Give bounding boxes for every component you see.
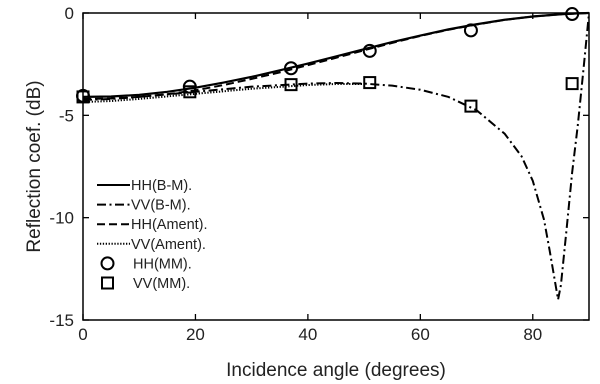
plot-frame (82, 12, 590, 321)
data-point-vv-mm (363, 76, 377, 90)
data-point-vv-mm (183, 85, 197, 99)
series-layer (76, 7, 590, 300)
x-tick-label: 20 (186, 325, 205, 344)
legend-label-hh-mm: HH(MM). (133, 256, 192, 272)
x-tick-label: 40 (298, 325, 317, 344)
ticks-layer: 0 20 40 60 80 0 -5 -10 -15 (49, 4, 589, 344)
series-line-hh-b-m (82, 11, 590, 99)
legend-label-hh-b-m: HH(B-M). (131, 178, 192, 194)
y-tick-label: -10 (49, 209, 74, 228)
data-point-hh-mm (362, 43, 377, 58)
data-point-hh-mm (463, 23, 478, 38)
series-line-vv-b-m (82, 12, 590, 300)
y-tick-label: -15 (49, 311, 74, 330)
legend-swatch-hh-mm (100, 256, 115, 271)
y-axis-title: Reflection coef. (dB) (24, 80, 45, 252)
legend-label-vv-b-m: VV(B-M). (131, 198, 191, 214)
legend-label-vv-ament: VV(Ament). (131, 237, 206, 253)
series-line-vv-ament (82, 83, 365, 104)
legend-label-hh-ament: HH(Ament). (131, 217, 208, 233)
legend: HH(B-M). VV(B-M). HH(Ament). VV(Ament). HH(M… (97, 178, 208, 292)
y-tick-label: 0 (65, 4, 74, 23)
data-point-vv-mm (284, 78, 298, 92)
x-axis-title: Incidence angle (degrees) (226, 360, 446, 381)
data-point-hh-mm (565, 7, 580, 22)
legend-label-vv-mm: VV(MM). (133, 276, 190, 292)
series-line-hh-ament (82, 12, 590, 100)
x-tick-label: 80 (523, 325, 542, 344)
x-tick-label: 0 (78, 325, 87, 344)
data-point-vv-mm (565, 77, 579, 91)
data-point-vv-mm (464, 99, 478, 113)
axes-layer (82, 12, 590, 321)
data-point-hh-mm (284, 61, 299, 76)
x-tick-label: 60 (411, 325, 430, 344)
legend-swatch-vv-mm (101, 276, 114, 290)
y-tick-label: -5 (59, 106, 74, 125)
